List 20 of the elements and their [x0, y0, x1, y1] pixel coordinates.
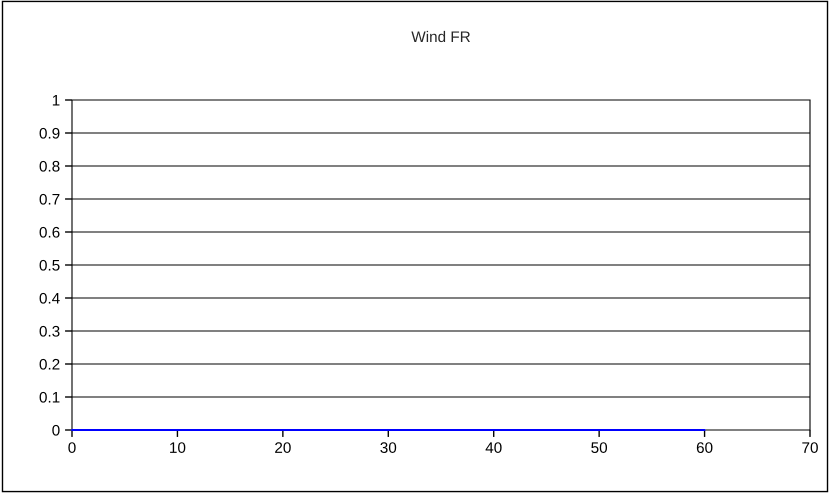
y-tick-label: 0.7	[40, 194, 60, 205]
y-tick-label: 0.4	[40, 292, 60, 304]
y-tick-label: 0.2	[40, 358, 60, 370]
y-tick-label: 0.5	[40, 260, 60, 271]
x-tick-label: 70	[802, 442, 818, 454]
y-tick-label: 0.9	[40, 128, 60, 139]
y-tick-label: 0	[52, 424, 60, 436]
chart-title: Wind FR	[411, 30, 470, 42]
y-tick-label: 0.6	[40, 226, 60, 238]
x-tick-label: 60	[696, 442, 712, 454]
x-tick-label: 20	[275, 442, 291, 454]
x-tick-label: 40	[486, 442, 502, 454]
x-tick-label: 0	[68, 442, 76, 454]
x-tick-label: 10	[170, 442, 186, 454]
y-tick-label: 1	[52, 95, 60, 106]
x-tick-label: 30	[380, 442, 396, 454]
y-tick-label: 0.1	[40, 392, 60, 403]
y-tick-label: 0.8	[40, 160, 60, 172]
y-tick-label: 0.3	[40, 326, 60, 337]
x-tick-label: 50	[591, 442, 608, 454]
